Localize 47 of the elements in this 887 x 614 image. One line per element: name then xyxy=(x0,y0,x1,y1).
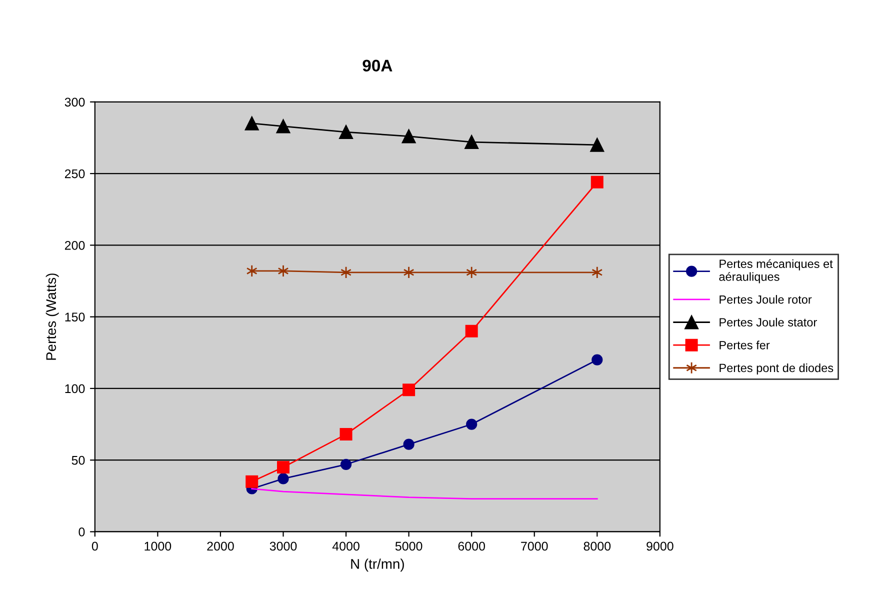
point xyxy=(246,475,258,488)
x-tick-label: 3000 xyxy=(270,542,297,551)
x-tick-label: 9000 xyxy=(646,542,674,551)
y-tick-label: 150 xyxy=(65,312,85,322)
x-tick-label: 7000 xyxy=(521,542,548,551)
point xyxy=(466,266,478,279)
point xyxy=(276,119,290,134)
y-tick-label: 0 xyxy=(78,528,85,536)
point xyxy=(246,264,258,278)
point xyxy=(402,384,416,396)
point xyxy=(590,138,604,152)
x-tick-label: 1000 xyxy=(144,542,172,551)
legend-label: Pertes fer xyxy=(720,340,770,350)
point xyxy=(340,428,352,441)
y-tick-label: 200 xyxy=(64,240,85,250)
point xyxy=(403,438,414,450)
point xyxy=(592,266,603,279)
point xyxy=(592,354,603,366)
x-tick-label: 6000 xyxy=(458,542,486,551)
y-tick-label: 300 xyxy=(64,98,85,107)
point xyxy=(403,266,414,279)
point xyxy=(464,135,479,149)
point xyxy=(278,473,289,484)
point xyxy=(402,129,416,144)
point xyxy=(340,458,352,470)
x-tick-label: 5000 xyxy=(395,542,422,551)
point xyxy=(339,125,353,139)
point xyxy=(465,324,478,338)
x-axis-title: N (tr/mn) xyxy=(351,558,404,572)
legend-label: Pertes pont de diodes xyxy=(720,363,834,374)
y-tick-label: 250 xyxy=(64,169,85,178)
y-tick-label: 50 xyxy=(72,456,85,465)
chart-title: 90A xyxy=(362,60,392,72)
x-tick-label: 8000 xyxy=(584,542,611,551)
point xyxy=(244,116,259,130)
legend-label: Pertes Joule stator xyxy=(720,318,817,327)
legend-label: Pertes Joule rotor xyxy=(720,295,812,304)
x-tick-label: 4000 xyxy=(332,542,360,551)
x-tick-label: 2000 xyxy=(207,542,234,551)
point xyxy=(277,461,290,474)
y-axis-title: Pertes (Watts) xyxy=(46,274,59,360)
point xyxy=(278,264,289,278)
legend-label: Pertes mécaniques et aérauliques xyxy=(719,259,833,284)
x-tick-label: 0 xyxy=(92,542,98,551)
y-tick-label: 100 xyxy=(65,384,85,394)
point xyxy=(590,176,604,188)
point xyxy=(466,418,478,430)
